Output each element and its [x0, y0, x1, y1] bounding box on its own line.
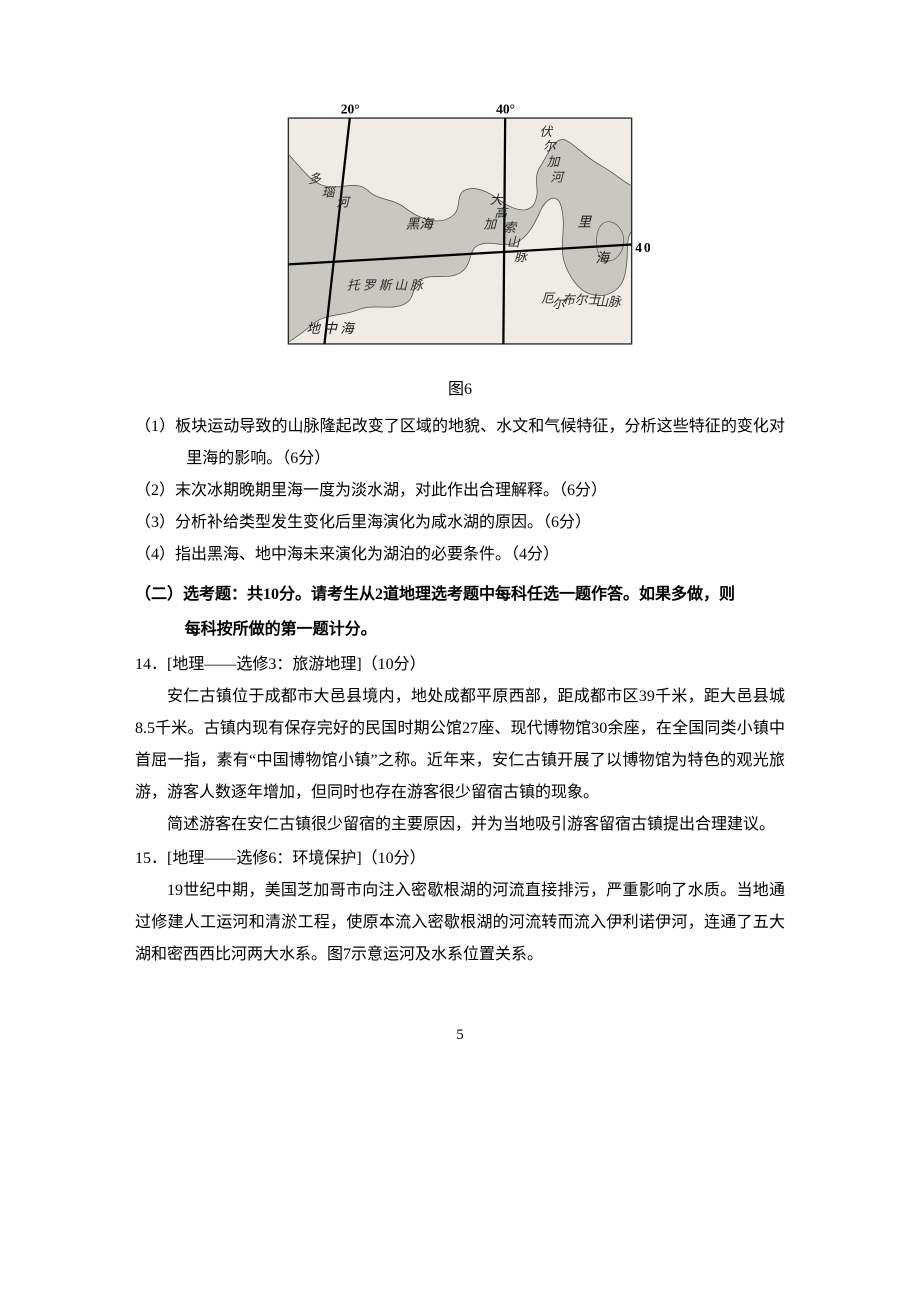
figure-6-map: 20° 40° 40°N 多 瑙 河 伏 尔 加 河 黑海 大 高 加 索 山 …	[270, 100, 650, 399]
svg-text:山脉: 山脉	[596, 295, 623, 309]
svg-text:伏: 伏	[540, 125, 554, 139]
svg-text:里: 里	[577, 214, 592, 229]
exam-page: 20° 40° 40°N 多 瑙 河 伏 尔 加 河 黑海 大 高 加 索 山 …	[0, 0, 920, 1084]
black-sea-label: 黑海	[406, 216, 436, 231]
subquestion-3: （3）分析补给类型发生变化后里海演化为咸水湖的原因。（6分）	[135, 507, 785, 539]
taurus-label: 托 罗 斯 山 脉	[347, 279, 424, 293]
subquestion-1: （1）板块运动导致的山脉隆起改变了区域的地貌、水文和气候特征，分析这些特征的变化…	[135, 411, 785, 475]
svg-text:多: 多	[308, 172, 322, 186]
q14-paragraph-1: 安仁古镇位于成都市大邑县境内，地处成都平原西部，距成都市区39千米，距大邑县城8…	[135, 681, 785, 809]
q15-label: 15．[地理——选修6：环境保护]（10分）	[135, 843, 785, 875]
q14-paragraph-2: 简述游客在安仁古镇很少留宿的主要原因，并为当地吸引游客留宿古镇提出合理建议。	[135, 809, 785, 841]
svg-text:山: 山	[507, 235, 521, 249]
q15-paragraph-1: 19世纪中期，美国芝加哥市向注入密歇根湖的河流直接排污，严重影响了水质。当地通过…	[135, 875, 785, 971]
lat-40-label: 40°N	[635, 240, 650, 255]
med-label: 地 中 海	[306, 321, 356, 336]
lon-40-label: 40°	[496, 102, 515, 117]
page-number: 5	[135, 1027, 785, 1044]
q14-label: 14．[地理——选修3：旅游地理]（10分）	[135, 649, 785, 681]
subquestion-2: （2）末次冰期晚期里海一度为淡水湖，对此作出合理解释。（6分）	[135, 475, 785, 507]
svg-text:脉: 脉	[514, 250, 528, 264]
figure-6-caption: 图6	[270, 375, 650, 399]
section-2-header: （二）选考题：共10分。请考生从2道地理选考题中每科任选一题作答。如果多做，则 …	[135, 577, 785, 647]
map-svg: 20° 40° 40°N 多 瑙 河 伏 尔 加 河 黑海 大 高 加 索 山 …	[270, 100, 650, 362]
svg-text:大: 大	[490, 193, 504, 207]
svg-text:加: 加	[547, 155, 561, 169]
lon-20-label: 20°	[341, 102, 360, 117]
subquestion-4: （4）指出黑海、地中海未来演化为湖泊的必要条件。（4分）	[135, 539, 785, 571]
svg-text:加: 加	[483, 217, 497, 231]
